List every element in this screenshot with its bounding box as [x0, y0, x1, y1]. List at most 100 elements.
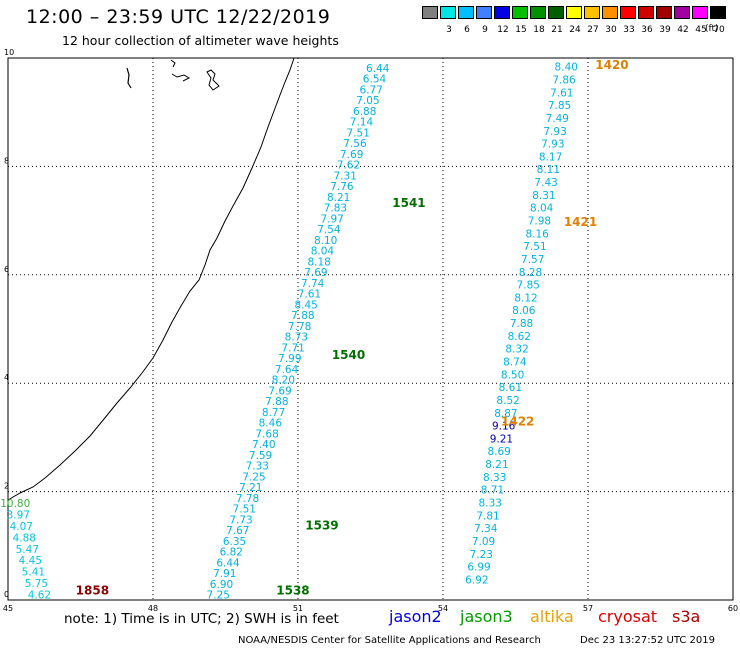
color-scale-swatch: [656, 6, 672, 19]
wave-height-value: 7.64: [275, 364, 299, 376]
wave-height-value: 7.85: [517, 280, 540, 292]
wave-height-value: 6.35: [223, 536, 246, 548]
pass-time-label: 1421: [564, 215, 597, 229]
color-scale-swatch: [422, 6, 438, 19]
pass-time-label: 1422: [501, 414, 534, 428]
x-tick-label: 54: [438, 604, 448, 613]
wave-height-value: 8.61: [499, 382, 522, 394]
color-scale-swatch: [494, 6, 510, 19]
wave-height-value: 7.61: [550, 87, 573, 99]
island-outline: [206, 69, 220, 91]
x-tick-label: 60: [728, 604, 738, 613]
y-tick-label: 6: [4, 265, 9, 274]
color-scale-swatch: [638, 6, 654, 19]
wave-height-value: 8.77: [262, 407, 285, 419]
wave-height-value: 7.91: [213, 568, 236, 580]
color-scale-swatch: [674, 6, 690, 19]
wave-height-value: 7.05: [356, 95, 379, 107]
legend-cryosat: cryosat: [598, 607, 658, 626]
color-scale-swatch: [620, 6, 636, 19]
y-tick-label: 0: [4, 590, 9, 599]
wave-height-value: 7.88: [291, 310, 314, 322]
wave-height-value: 8.20: [272, 375, 295, 387]
color-scale-swatch: [458, 6, 474, 19]
color-scale-label: 6: [464, 25, 470, 35]
island-outline: [170, 59, 176, 68]
wave-height-value: 8.31: [532, 190, 555, 202]
wave-height-value: 7.09: [472, 536, 495, 548]
wave-height-value: 7.93: [541, 139, 564, 151]
wave-height-value: 7.69: [340, 149, 363, 161]
color-scale-unit: (ft): [705, 24, 719, 34]
color-scale-label: 15: [515, 25, 527, 35]
wave-height-value: 8.21: [327, 192, 350, 204]
wave-height-value: 7.49: [546, 113, 569, 125]
wave-height-value: 7.69: [304, 267, 327, 279]
wave-height-value: 7.85: [548, 100, 571, 112]
wave-height-value: 8.17: [539, 151, 562, 163]
wave-height-value: 8.16: [525, 228, 549, 240]
wave-height-value: 8.33: [479, 497, 502, 509]
wave-height-value: 6.44: [366, 63, 390, 75]
wave-height-value: 6.90: [210, 579, 233, 591]
legend-jason2: jason2: [389, 607, 442, 626]
pass-time-label: 1541: [392, 196, 425, 210]
wave-height-value: 7.23: [470, 549, 493, 561]
wave-height-value: 7.83: [324, 203, 347, 215]
pass-time-label: 1539: [305, 519, 338, 533]
island-outline: [126, 67, 132, 89]
wave-height-value: 7.34: [474, 523, 498, 535]
color-scale-label: 70: [713, 25, 725, 35]
wave-height-value: 4.88: [13, 532, 36, 544]
color-scale-label: 12: [497, 25, 509, 35]
wave-height-value: 8.10: [314, 235, 337, 247]
footer-timestamp: Dec 23 13:27:52 UTC 2019: [580, 635, 715, 646]
color-scale-label: 21: [551, 25, 563, 35]
color-scale-swatch: [602, 6, 618, 19]
wave-height-value: 8.40: [555, 62, 578, 74]
wave-height-value: 7.78: [288, 321, 311, 333]
y-tick-label: 2: [4, 482, 9, 491]
color-scale-swatch: [710, 6, 726, 19]
color-scale-label: 45: [695, 25, 707, 35]
color-scale-label: 42: [677, 25, 689, 35]
wave-height-value: 6.99: [467, 562, 490, 574]
color-scale-swatch: [548, 6, 564, 19]
wave-height-value: 10.80: [0, 498, 30, 510]
color-scale-swatch: [440, 6, 456, 19]
map-grid: 45 48 51 54 57 60 0 2 4 6 8 10: [3, 48, 738, 613]
x-tick-label: 48: [148, 604, 158, 613]
wave-height-value: 7.74: [301, 278, 325, 290]
wave-height-value: 6.88: [353, 106, 376, 118]
wave-height-value: 7.88: [265, 396, 288, 408]
pass-time-label: 1540: [332, 348, 365, 362]
color-scale-swatch: [566, 6, 582, 19]
wave-height-value: 5.47: [16, 544, 39, 556]
wave-height-value: 7.62: [337, 160, 360, 172]
x-tick-label: 51: [293, 604, 303, 613]
wave-height-value: 7.81: [476, 510, 499, 522]
map-labels: 10.803.974.074.885.474.455.415.754.62 6.4…: [0, 58, 628, 602]
wave-height-value: 7.78: [236, 493, 259, 505]
wave-height-value: 8.28: [519, 267, 542, 279]
wave-height-value: 8.45: [294, 299, 317, 311]
footer-note: note: 1) Time is in UTC; 2) SWH is in fe…: [64, 611, 339, 627]
color-scale-swatch: [692, 6, 708, 19]
pass-time-label: 1538: [276, 584, 309, 598]
coastline: [7, 57, 295, 501]
island-outline: [171, 73, 191, 82]
wave-height-value: 5.41: [22, 567, 45, 579]
wave-height-value: 7.98: [528, 215, 551, 227]
color-scale-label: 33: [623, 25, 635, 35]
wave-height-value: 8.06: [512, 305, 536, 317]
wave-height-value: 8.04: [311, 246, 335, 258]
wave-height-value: 7.68: [255, 428, 278, 440]
wave-height-value: 9.16: [492, 421, 516, 433]
wave-height-value: 7.14: [350, 117, 374, 129]
color-scale-label: 30: [605, 25, 617, 35]
color-scale-swatch: [512, 6, 528, 19]
wave-height-value: 8.87: [494, 408, 517, 420]
legend-altika: altika: [530, 607, 574, 626]
y-tick-label: 10: [4, 48, 14, 57]
